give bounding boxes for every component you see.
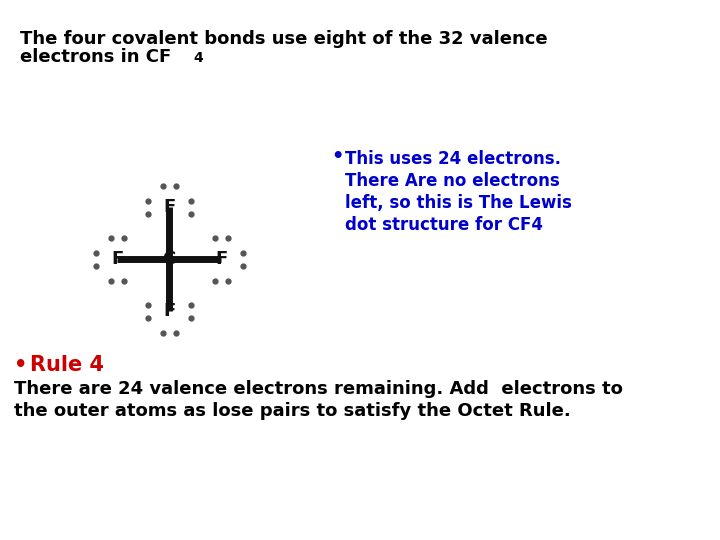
Text: F: F <box>163 198 176 217</box>
Text: the outer atoms as lose pairs to satisfy the Octet Rule.: the outer atoms as lose pairs to satisfy… <box>14 402 571 420</box>
Text: •: • <box>331 147 343 166</box>
Text: C: C <box>163 250 176 268</box>
Text: This uses 24 electrons.: This uses 24 electrons. <box>345 150 561 168</box>
Text: 4: 4 <box>193 51 203 65</box>
Text: left, so this is The Lewis: left, so this is The Lewis <box>345 194 572 212</box>
Text: •: • <box>14 355 27 375</box>
Text: There are 24 valence electrons remaining. Add  electrons to: There are 24 valence electrons remaining… <box>14 380 623 398</box>
Text: F: F <box>111 250 124 268</box>
Text: electrons in CF: electrons in CF <box>20 48 171 66</box>
Text: There Are no electrons: There Are no electrons <box>345 172 559 190</box>
Text: The four covalent bonds use eight of the 32 valence: The four covalent bonds use eight of the… <box>20 30 548 48</box>
Text: F: F <box>163 302 176 320</box>
Text: dot structure for CF4: dot structure for CF4 <box>345 216 543 234</box>
Text: Rule 4: Rule 4 <box>30 355 104 375</box>
Text: F: F <box>215 250 228 268</box>
